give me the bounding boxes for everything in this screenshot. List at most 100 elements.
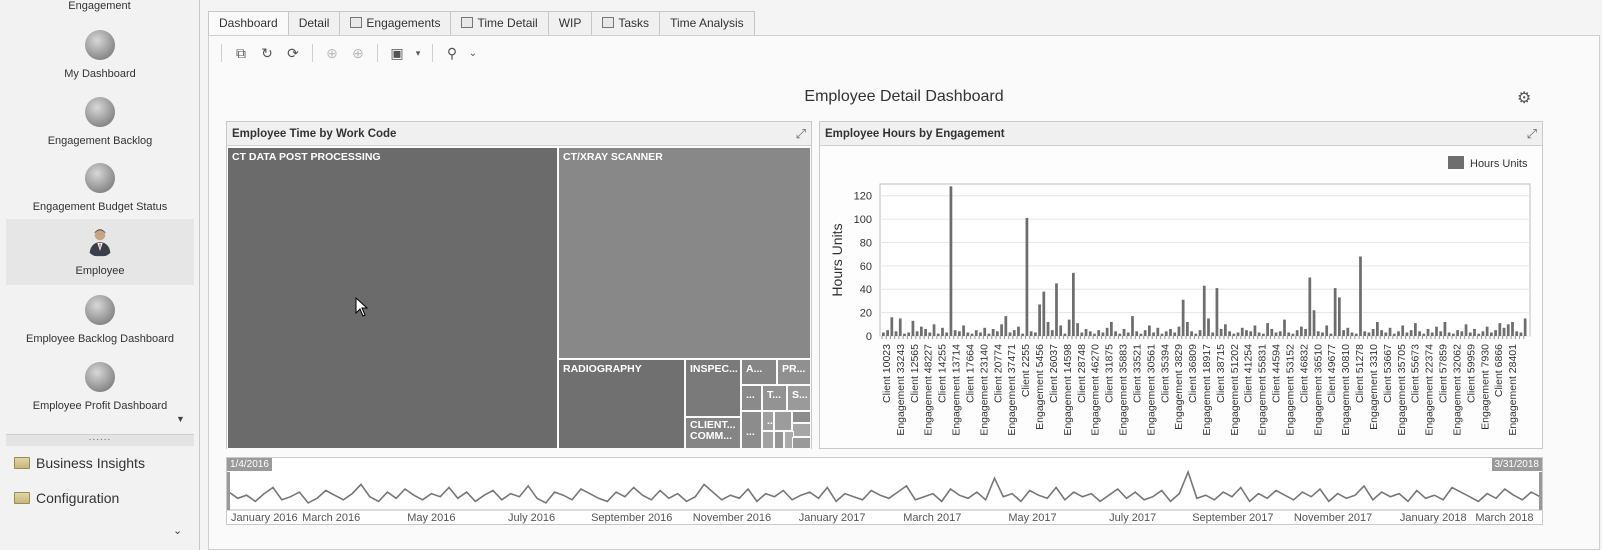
maximize-icon[interactable]: ⤢ xyxy=(1526,126,1537,141)
tab-tasks[interactable]: Tasks xyxy=(592,11,661,36)
bar[interactable] xyxy=(1148,325,1151,336)
bar[interactable] xyxy=(1519,332,1523,336)
bar[interactable] xyxy=(1211,332,1215,336)
search-filter-icon[interactable]: ⚲ xyxy=(446,44,458,61)
bar[interactable] xyxy=(1304,328,1307,336)
nav-item-employee-profit-dashboard[interactable]: Employee Profit Dashboard xyxy=(6,354,194,420)
bar[interactable] xyxy=(1405,332,1409,336)
move-down-icon[interactable]: ⊕ xyxy=(352,44,364,61)
bar[interactable] xyxy=(970,333,974,336)
bar[interactable] xyxy=(979,332,982,336)
bar[interactable] xyxy=(1224,324,1227,336)
bar[interactable] xyxy=(1029,331,1033,336)
save-dropdown-arrow-icon[interactable]: ▾ xyxy=(415,47,421,58)
tab-engagements[interactable]: Engagements xyxy=(340,11,452,36)
bar[interactable] xyxy=(1177,326,1181,336)
bar[interactable] xyxy=(1126,332,1130,336)
bar[interactable] xyxy=(1097,330,1101,336)
bar[interactable] xyxy=(1202,285,1206,336)
bar[interactable] xyxy=(987,333,991,336)
range-start-handle[interactable] xyxy=(227,472,230,510)
treemap-cell[interactable]: ... xyxy=(741,385,762,411)
bar[interactable] xyxy=(1245,330,1248,336)
treemap-cell[interactable]: PR... xyxy=(777,359,811,385)
filter-dropdown-arrow-icon[interactable]: ⌄ xyxy=(468,47,478,59)
bar[interactable] xyxy=(1038,304,1041,336)
bar[interactable] xyxy=(932,324,936,336)
nav-item-my-dashboard[interactable]: My Dashboard xyxy=(6,22,194,88)
bar[interactable] xyxy=(1506,324,1510,336)
bar[interactable] xyxy=(983,327,987,336)
bar[interactable] xyxy=(894,331,898,336)
bar[interactable] xyxy=(1219,328,1223,336)
treemap-cell-small[interactable] xyxy=(762,431,774,449)
bar[interactable] xyxy=(1468,332,1472,336)
bar[interactable] xyxy=(1152,332,1155,336)
bar[interactable] xyxy=(1363,331,1367,336)
bar[interactable] xyxy=(1443,321,1447,336)
bar[interactable] xyxy=(1409,330,1413,336)
sync-icon[interactable]: ⟳ xyxy=(287,44,299,61)
treemap-cell-small[interactable] xyxy=(774,411,792,431)
bar[interactable] xyxy=(1072,272,1075,336)
bar[interactable] xyxy=(1253,325,1257,336)
bar[interactable] xyxy=(1266,323,1269,336)
bar[interactable] xyxy=(1274,332,1278,336)
bar[interactable] xyxy=(1207,318,1210,336)
refresh-icon[interactable]: ↻ xyxy=(261,44,273,61)
bar[interactable] xyxy=(1080,332,1084,336)
treemap-cell[interactable]: A... xyxy=(741,359,777,385)
bar[interactable] xyxy=(1059,325,1063,336)
treemap-cell-small[interactable] xyxy=(792,437,811,449)
scroll-down-arrow-icon[interactable]: ▼ xyxy=(176,414,185,424)
bar[interactable] xyxy=(1359,256,1362,336)
bar[interactable] xyxy=(1287,332,1291,336)
bar[interactable] xyxy=(1012,330,1016,336)
bar[interactable] xyxy=(1105,327,1109,336)
bar[interactable] xyxy=(890,317,894,336)
bar[interactable] xyxy=(1164,331,1168,336)
bar[interactable] xyxy=(991,328,995,336)
bar[interactable] xyxy=(1283,319,1286,336)
move-up-icon[interactable]: ⊕ xyxy=(326,44,338,61)
settings-sliders-icon[interactable]: ⚙ xyxy=(1517,90,1532,107)
date-range-selector[interactable]: January 2016 March 2016 May 2016 July 2016 S… xyxy=(226,457,1543,525)
bar[interactable] xyxy=(1262,333,1265,336)
bar[interactable] xyxy=(1181,299,1185,336)
tab-dashboard[interactable]: Dashboard xyxy=(208,11,289,36)
bar[interactable] xyxy=(1329,333,1333,336)
bar[interactable] xyxy=(1156,327,1160,336)
bar[interactable] xyxy=(1523,318,1527,336)
bar[interactable] xyxy=(1435,326,1438,336)
nav-item-engagement-backlog[interactable]: Engagement Backlog xyxy=(6,89,194,155)
bar[interactable] xyxy=(1004,316,1008,336)
bar[interactable] xyxy=(1042,291,1046,336)
bar[interactable] xyxy=(1338,297,1341,336)
bar[interactable] xyxy=(1131,316,1134,336)
bar[interactable] xyxy=(1515,331,1519,336)
bar[interactable] xyxy=(1333,288,1337,336)
nav-item-engagement-budget-status[interactable]: Engagement Budget Status xyxy=(6,155,194,221)
bar[interactable] xyxy=(1194,333,1198,336)
bar[interactable] xyxy=(1498,323,1502,336)
bar[interactable] xyxy=(1354,333,1358,336)
tab-time-analysis[interactable]: Time Analysis xyxy=(660,11,755,36)
bar[interactable] xyxy=(1452,333,1455,336)
bar[interactable] xyxy=(1186,321,1189,336)
bar[interactable] xyxy=(911,320,915,336)
treemap-cell[interactable]: T... xyxy=(762,385,787,411)
bar[interactable] xyxy=(1367,332,1371,336)
bar[interactable] xyxy=(1460,331,1464,336)
bar[interactable] xyxy=(1160,333,1164,336)
bar[interactable] xyxy=(1321,332,1324,336)
bar[interactable] xyxy=(936,333,940,336)
bar[interactable] xyxy=(1093,333,1096,336)
bar[interactable] xyxy=(1190,331,1193,336)
bar[interactable] xyxy=(1110,321,1113,336)
bar[interactable] xyxy=(1050,330,1054,336)
treemap-cell-small[interactable] xyxy=(774,431,784,449)
bar[interactable] xyxy=(1473,328,1476,336)
bar[interactable] xyxy=(907,332,911,336)
bar[interactable] xyxy=(1481,331,1485,336)
bar[interactable] xyxy=(1485,326,1489,336)
